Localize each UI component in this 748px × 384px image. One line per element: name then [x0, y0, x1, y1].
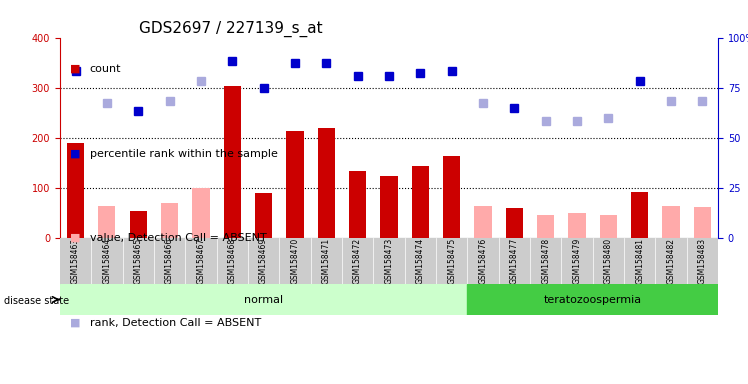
Text: GSM158467: GSM158467	[197, 238, 206, 284]
Bar	[600, 215, 617, 238]
Bar	[67, 143, 84, 238]
Text: GSM158474: GSM158474	[416, 238, 425, 284]
Bar	[468, 284, 718, 315]
Bar	[380, 176, 398, 238]
Bar	[224, 86, 241, 238]
Text: GSM158466: GSM158466	[165, 238, 174, 284]
Bar	[286, 131, 304, 238]
Bar	[318, 128, 335, 238]
Text: GSM158464: GSM158464	[102, 238, 111, 284]
Text: disease state: disease state	[4, 296, 69, 306]
Bar	[192, 188, 209, 238]
Bar	[663, 206, 680, 238]
Bar	[506, 208, 523, 238]
Bar	[129, 210, 147, 238]
Text: teratozoospermia: teratozoospermia	[544, 295, 642, 305]
Text: GSM158472: GSM158472	[353, 238, 362, 284]
Bar	[474, 206, 491, 238]
Text: GSM158468: GSM158468	[227, 238, 236, 284]
Text: GSM158482: GSM158482	[666, 238, 675, 284]
Text: rank, Detection Call = ABSENT: rank, Detection Call = ABSENT	[90, 318, 261, 328]
Text: GSM158469: GSM158469	[259, 238, 268, 284]
Text: GSM158475: GSM158475	[447, 238, 456, 284]
Text: GSM158478: GSM158478	[542, 238, 551, 284]
Text: value, Detection Call = ABSENT: value, Detection Call = ABSENT	[90, 233, 266, 243]
Text: count: count	[90, 64, 121, 74]
Text: GSM158477: GSM158477	[510, 238, 519, 284]
Text: GSM158481: GSM158481	[635, 238, 644, 284]
Text: ■: ■	[70, 233, 80, 243]
Bar	[443, 156, 460, 238]
Bar	[98, 206, 115, 238]
Text: GSM158471: GSM158471	[322, 238, 331, 284]
Text: GDS2697 / 227139_s_at: GDS2697 / 227139_s_at	[139, 21, 322, 37]
Bar	[349, 170, 367, 238]
Bar	[161, 203, 178, 238]
Bar	[60, 284, 468, 315]
Text: GSM158483: GSM158483	[698, 238, 707, 284]
Text: GSM158480: GSM158480	[604, 238, 613, 284]
Text: ■: ■	[70, 149, 80, 159]
Text: GSM158479: GSM158479	[572, 238, 581, 284]
Text: ■: ■	[70, 318, 80, 328]
Text: GSM158463: GSM158463	[71, 238, 80, 284]
Text: normal: normal	[244, 295, 283, 305]
Text: GSM158476: GSM158476	[479, 238, 488, 284]
Text: ■: ■	[70, 64, 80, 74]
Text: GSM158470: GSM158470	[290, 238, 299, 284]
Bar	[631, 192, 649, 238]
Bar	[568, 213, 586, 238]
Text: GSM158465: GSM158465	[134, 238, 143, 284]
Bar	[411, 166, 429, 238]
Bar	[694, 207, 711, 238]
Bar	[537, 215, 554, 238]
Text: percentile rank within the sample: percentile rank within the sample	[90, 149, 278, 159]
Text: GSM158473: GSM158473	[384, 238, 393, 284]
Bar	[255, 193, 272, 238]
